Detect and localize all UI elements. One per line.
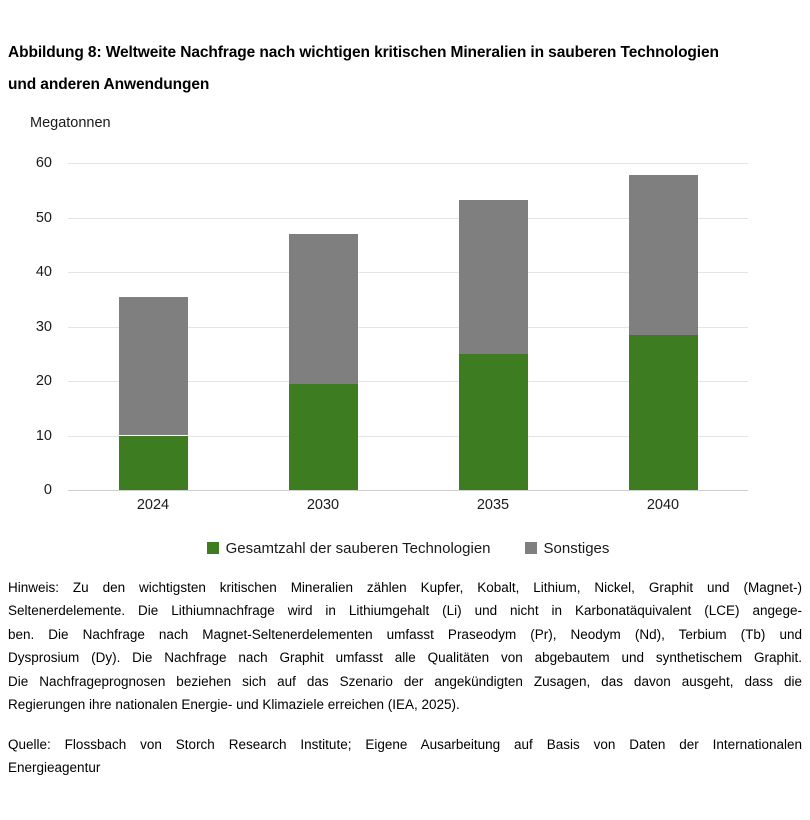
y-tick-30: 30	[35, 318, 52, 335]
footnote-line: Die Nachfrageprognosen beziehen sich auf…	[8, 673, 802, 689]
x-tick-2040: 2040	[646, 497, 680, 513]
source-note: Quelle: Flossbach von Storch Research In…	[8, 733, 802, 780]
bar-segment-2024-sonstiges	[118, 297, 188, 436]
gridline-30	[68, 326, 748, 328]
source-line: Quelle: Flossbach von Storch Research In…	[8, 737, 802, 752]
gridline-60	[68, 163, 748, 164]
footnote-line: ben. Die Nachfrage nach Magnet-Seltenerd…	[8, 626, 802, 642]
footnote: Hinweis: Zu den wichtigsten kritischen M…	[8, 576, 802, 716]
footnote-line: Seltenerdelemente. Die Lithiumnachfrage …	[8, 603, 802, 619]
legend-label-sonstiges: Sonstiges	[543, 539, 610, 557]
legend-swatch-clean-tech-icon	[206, 542, 219, 554]
gridline-0	[68, 490, 748, 491]
x-tick-2024: 2024	[136, 497, 170, 513]
bar-segment-2024-clean-tech	[118, 435, 188, 490]
bar-segment-2040-sonstiges	[628, 174, 698, 335]
legend-item-clean-tech: Gesamtzahl der sauberen Technologien	[206, 539, 491, 557]
y-tick-50: 50	[35, 209, 52, 226]
legend-label-clean-tech: Gesamtzahl der sauberen Technologien	[225, 539, 491, 557]
footnote-line: Regierungen ihre nationalen Energie- und…	[8, 697, 460, 713]
legend-item-sonstiges: Sonstiges	[524, 539, 610, 557]
footnote-line: Hinweis: Zu den wichtigsten kritischen M…	[8, 580, 802, 595]
y-axis-tick-labels: 0 10 20 30 40 50 60	[0, 155, 52, 498]
bar-segment-2035-sonstiges	[458, 200, 528, 354]
source-line: Energieagentur	[8, 760, 101, 776]
legend: Gesamtzahl der sauberen Technologien Son…	[68, 538, 748, 558]
gridline-10	[68, 435, 748, 437]
y-tick-40: 40	[35, 264, 52, 280]
y-axis-unit-label: Megatonnen	[30, 115, 111, 131]
figure-title-line-1: Abbildung 8: Weltweite Nachfrage nach wi…	[8, 44, 719, 61]
figure-title: Abbildung 8: Weltweite Nachfrage nach wi…	[8, 37, 804, 101]
bar-segment-2035-clean-tech	[458, 353, 528, 490]
gridline-50	[68, 217, 748, 219]
footnote-line: Dysprosium (Dy). Die Nachfrage nach Grap…	[8, 650, 802, 666]
bar-segment-2030-sonstiges	[288, 233, 358, 384]
y-tick-20: 20	[35, 373, 52, 389]
x-tick-2035: 2035	[476, 497, 510, 513]
legend-swatch-sonstiges-icon	[524, 542, 537, 554]
y-tick-0: 0	[43, 482, 52, 498]
figure-title-line-2: und anderen Anwendungen	[8, 76, 210, 93]
plot-area	[68, 163, 748, 491]
gridline-40	[68, 272, 748, 273]
gridline-20	[68, 381, 748, 382]
y-tick-60: 60	[35, 155, 52, 171]
bar-segment-2030-clean-tech	[288, 383, 358, 490]
bar-segment-2040-clean-tech	[628, 334, 698, 490]
x-tick-2030: 2030	[306, 497, 340, 513]
y-tick-10: 10	[35, 427, 52, 444]
x-axis-tick-labels: 2024 2030 2035 2040	[68, 497, 748, 519]
